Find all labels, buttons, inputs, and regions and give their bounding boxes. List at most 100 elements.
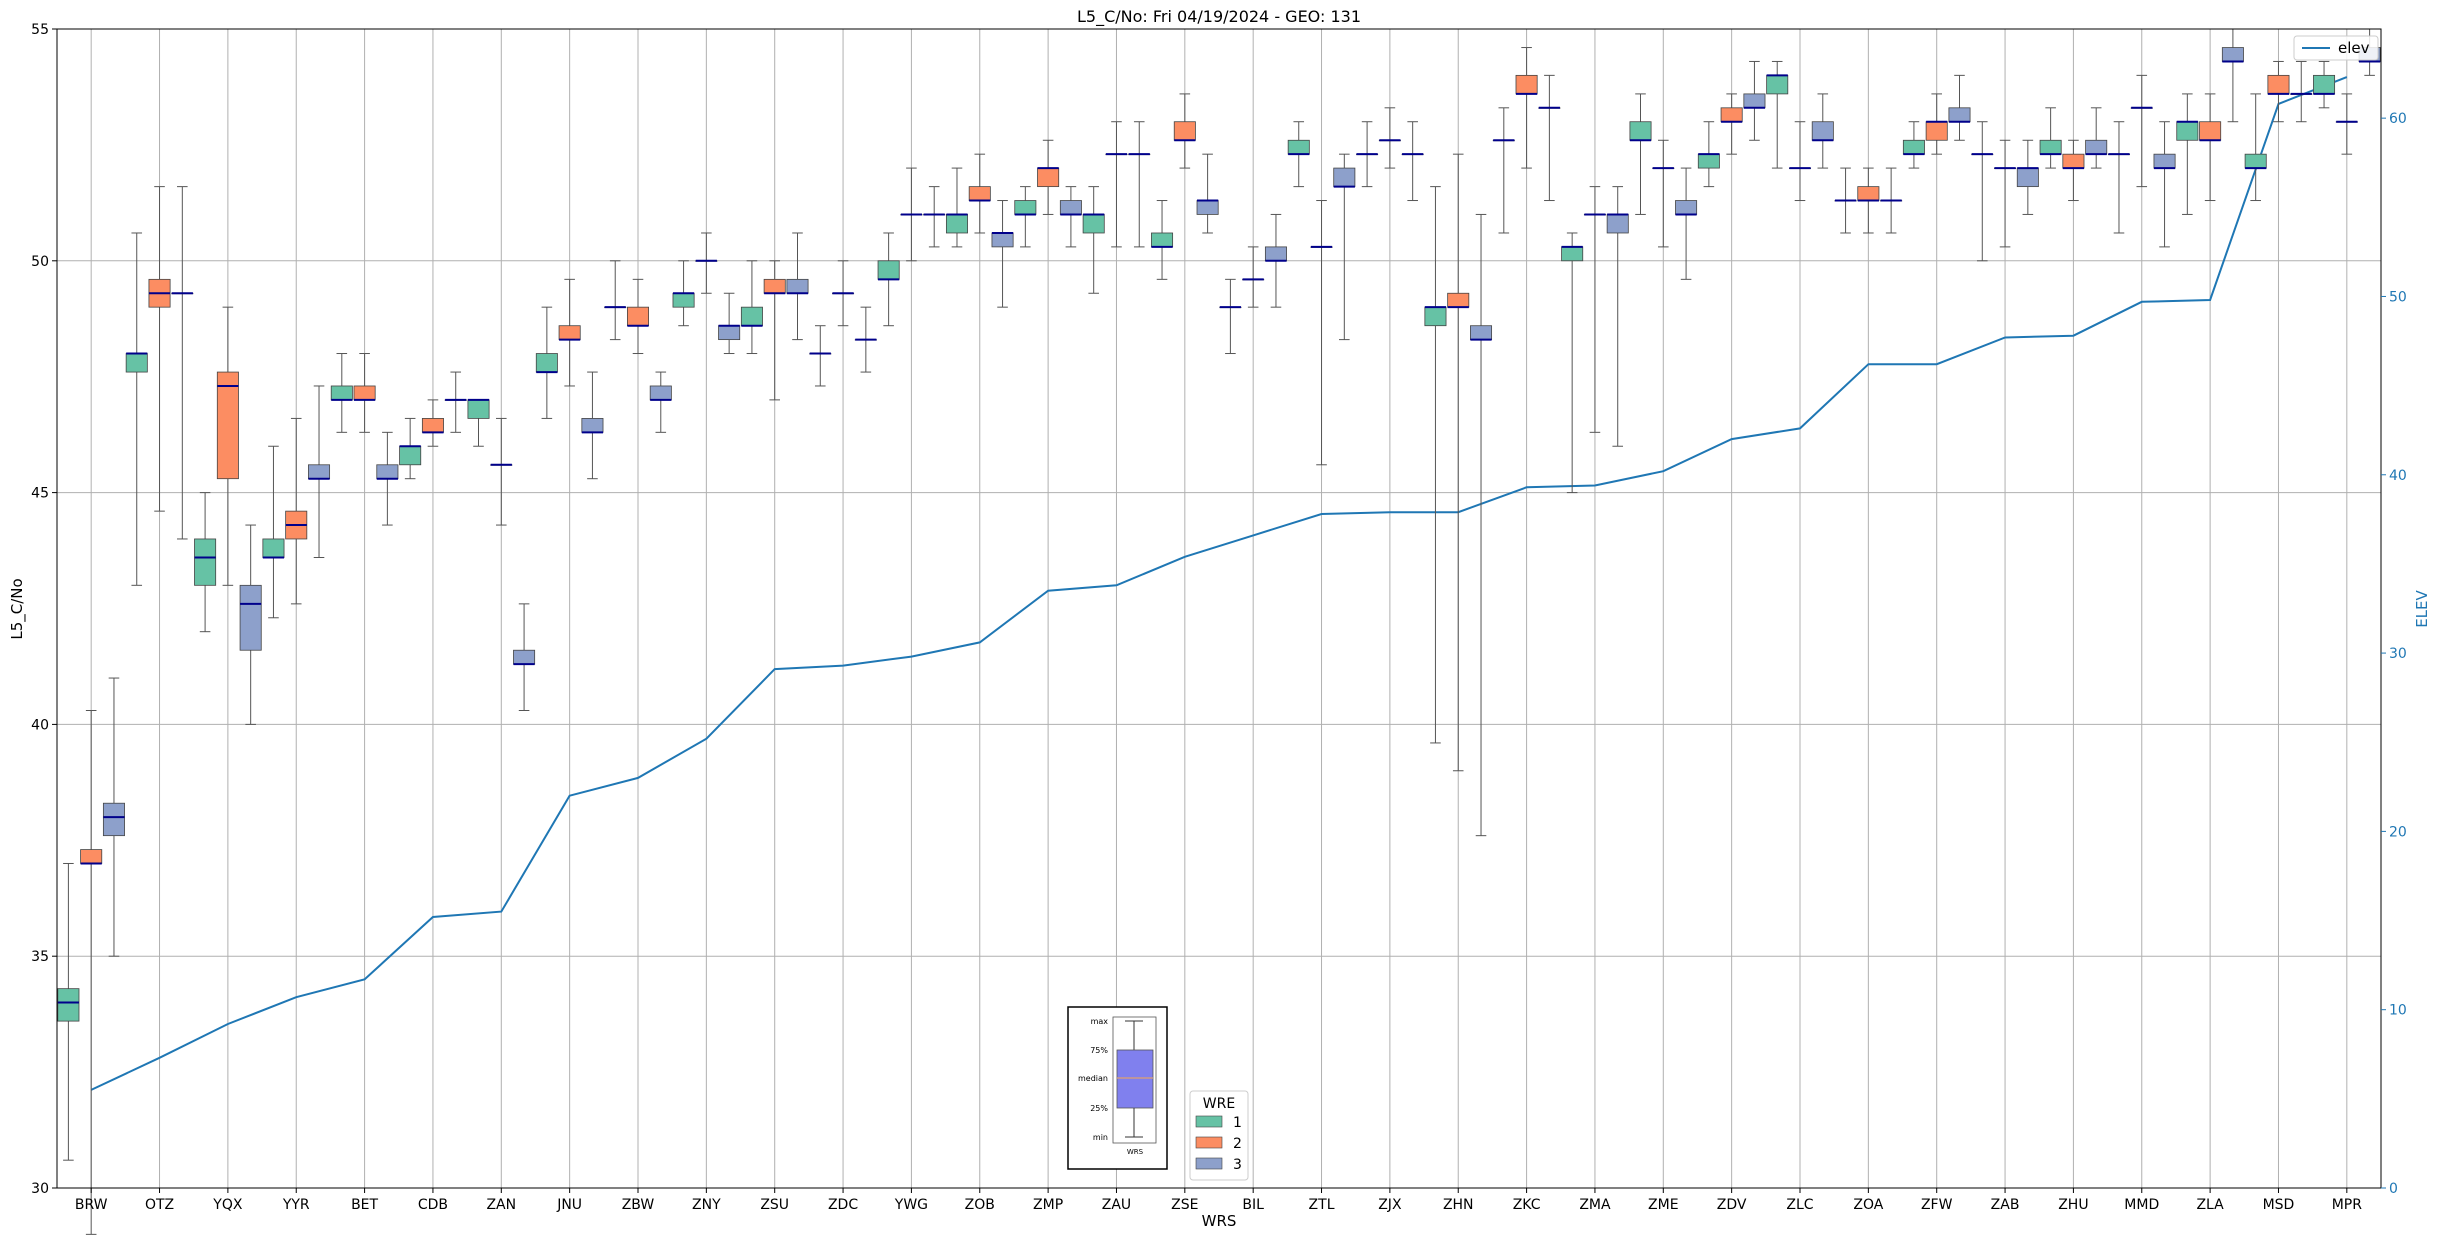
- box-wre-2-zma: [1583, 186, 1606, 433]
- box-wre-2-zmp: [1037, 139, 1060, 215]
- y2-tick-label: 20: [2389, 824, 2407, 840]
- box-iqr: [216, 371, 239, 480]
- box-wre-3-zsu: [786, 232, 809, 341]
- box-wre-2-mpr: [2335, 93, 2358, 155]
- box-iqr: [672, 292, 695, 308]
- box-wre-1-mpr: [2313, 60, 2336, 109]
- box-wre-1-zbw: [604, 260, 627, 341]
- box-wre-1-zoa: [1834, 167, 1857, 234]
- box-iqr: [1925, 121, 1948, 141]
- box-wre-1-jnu: [535, 306, 558, 419]
- box-wre-1-zab: [1971, 121, 1994, 262]
- box-wre-2-bet: [353, 353, 376, 433]
- x-tick-label: BIL: [1242, 1197, 1264, 1213]
- box-iqr: [467, 399, 490, 419]
- box-wre-1-zkc: [1492, 107, 1515, 234]
- box-wre-1-zhu: [2039, 107, 2062, 169]
- x-tick-label: ZAB: [1991, 1197, 2020, 1213]
- box-iqr: [968, 186, 991, 201]
- box-wre-2-zan: [490, 417, 513, 526]
- y-tick-label: 35: [31, 949, 49, 965]
- box-wre-2-zfw: [1925, 93, 1948, 155]
- box-iqr: [1014, 200, 1037, 215]
- wre-legend-swatch-1: [1195, 1115, 1223, 1128]
- box-iqr: [2016, 167, 2039, 188]
- y2-tick-label: 30: [2389, 646, 2407, 662]
- box-wre-1-zlc: [1766, 60, 1789, 169]
- box-iqr: [877, 260, 900, 280]
- y-tick-label: 30: [31, 1181, 49, 1197]
- box-iqr: [1743, 93, 1766, 109]
- box-wre-3-zhn: [1470, 213, 1493, 837]
- box-wre-1-zhn: [1424, 186, 1447, 744]
- box-iqr: [2039, 139, 2062, 155]
- x-tick-label: ZDV: [1717, 1197, 1747, 1213]
- box-wre-2-msd: [2267, 60, 2290, 123]
- box-wre-1-zla: [2176, 93, 2199, 215]
- box-wre-2-zoa: [1857, 167, 1880, 234]
- elev-legend-frame: [2293, 35, 2379, 61]
- box-iqr: [1287, 139, 1310, 155]
- box-wre-1-zme: [1629, 93, 1652, 215]
- box-wre-3-zdv: [1743, 60, 1766, 141]
- box-wre-1-bet: [330, 353, 353, 433]
- box-wre-2-yyr: [285, 417, 308, 605]
- box-iqr: [991, 232, 1014, 248]
- box-iqr: [1902, 139, 1925, 155]
- box-iqr: [513, 649, 536, 665]
- x-tick-label: BRW: [75, 1197, 108, 1213]
- plot-frame: [56, 28, 2382, 1189]
- box-iqr: [1766, 74, 1789, 95]
- box-wre-3-zse: [1196, 153, 1219, 234]
- box-wre-3-zny: [718, 292, 741, 355]
- box-wre-1-zdv: [1697, 121, 1720, 188]
- box-wre-3-zlc: [1811, 93, 1834, 169]
- box-wre-2-ztl: [1310, 200, 1333, 466]
- y-axis-label: L5_C/No: [8, 578, 27, 639]
- box-wre-2-zkc: [1515, 47, 1538, 169]
- box-wre-1-msd: [2244, 93, 2267, 202]
- box-key-box: [1116, 1049, 1154, 1109]
- box-iqr: [353, 385, 376, 401]
- box-wre-3-zhu: [2085, 107, 2108, 169]
- box-wre-2-zny: [695, 232, 718, 294]
- box-iqr: [1059, 200, 1082, 215]
- box-wre-3-zjx: [1401, 121, 1424, 202]
- x-tick-label: ZOA: [1853, 1197, 1883, 1213]
- wre-legend-label-3: 3: [1233, 1157, 1242, 1173]
- box-wre-1-zob: [945, 167, 968, 248]
- box-iqr: [1470, 325, 1493, 341]
- box-iqr: [1333, 167, 1356, 188]
- x-tick-label: CDB: [418, 1197, 448, 1213]
- x-tick-label: ZFW: [1921, 1197, 1953, 1213]
- axis-layer: 30 35 40 45 50 55 0 10 20 30 40 50 60 BRW OTZ YQX YYR BET…: [31, 22, 2407, 1213]
- box-wre-3-otz: [171, 186, 194, 540]
- box-key-label-q3: 75%: [1090, 1046, 1108, 1055]
- box-iqr: [102, 802, 125, 837]
- box-wre-1-zau: [1082, 186, 1105, 294]
- box-key-label-min: min: [1093, 1133, 1108, 1142]
- box-wre-2-zlc: [1789, 121, 1811, 202]
- box-wre-3-zme: [1675, 167, 1698, 280]
- box-key-label-median: median: [1078, 1074, 1108, 1083]
- box-wre-2-zdc: [832, 260, 855, 327]
- wre-legend: WRE 1 2 3: [1189, 1090, 1249, 1181]
- x-tick-label: ZME: [1648, 1197, 1679, 1213]
- box-iqr: [57, 988, 80, 1022]
- box-iqr: [80, 849, 103, 864]
- box-wre-2-zhu: [2062, 139, 2085, 202]
- x-tick-label: ZAN: [486, 1197, 516, 1213]
- wre-legend-label-1: 1: [1233, 1115, 1242, 1131]
- y-tick-label: 55: [31, 22, 49, 38]
- x-axis-label: WRS: [1202, 1212, 1237, 1230]
- box-iqr: [740, 306, 763, 327]
- box-wre-3-zob: [991, 200, 1014, 308]
- box-wre-2-zau: [1105, 121, 1128, 248]
- y2-tick-label: 40: [2389, 468, 2407, 484]
- box-wre-3-jnu: [581, 371, 604, 480]
- x-tick-label: ZSU: [760, 1197, 789, 1213]
- box-wre-2-cdb: [421, 399, 444, 447]
- box-iqr: [2153, 153, 2176, 169]
- box-wre-1-zdc: [809, 325, 832, 387]
